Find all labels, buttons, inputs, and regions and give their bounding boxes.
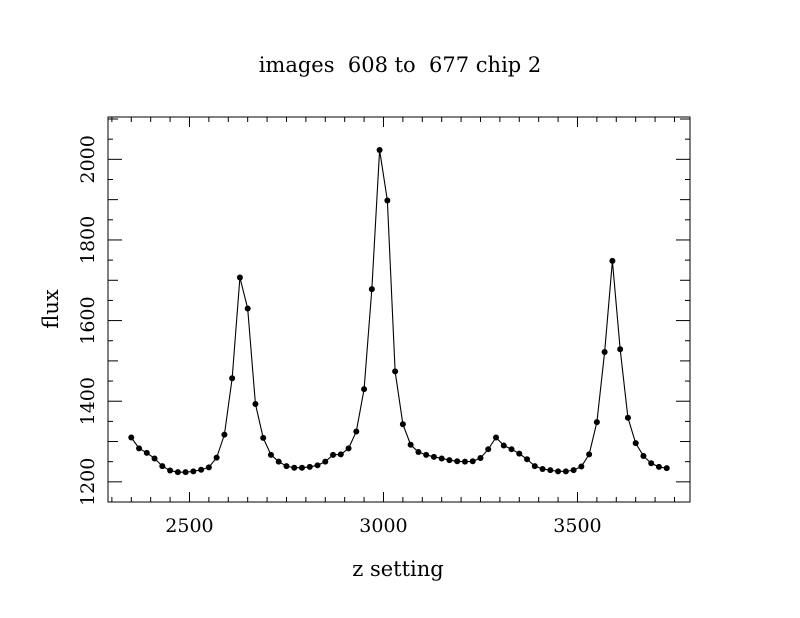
y-tick-label: 1600 xyxy=(77,296,99,344)
data-point xyxy=(174,469,181,476)
data-point xyxy=(322,458,329,465)
data-point xyxy=(655,463,662,470)
data-point xyxy=(500,442,507,449)
data-point xyxy=(361,386,368,393)
data-point xyxy=(167,467,174,474)
data-point xyxy=(485,446,492,453)
data-point xyxy=(430,453,437,460)
data-point xyxy=(213,454,220,461)
data-point xyxy=(454,458,461,465)
data-point xyxy=(570,467,577,474)
data-point xyxy=(299,464,305,471)
data-point xyxy=(624,414,631,421)
plot-frame xyxy=(107,116,691,503)
data-point xyxy=(345,445,352,452)
data-point xyxy=(539,465,546,472)
data-point xyxy=(198,466,205,473)
data-point xyxy=(601,349,608,356)
x-tick-label: 2500 xyxy=(165,515,213,537)
y-tick-label: 2000 xyxy=(77,135,99,183)
data-point xyxy=(151,455,158,462)
data-point xyxy=(586,451,593,458)
data-point xyxy=(128,434,135,441)
data-point xyxy=(136,445,143,452)
data-point xyxy=(182,469,189,476)
data-point xyxy=(330,451,337,458)
data-point xyxy=(314,462,321,469)
data-point xyxy=(229,375,236,382)
data-point xyxy=(283,463,290,470)
data-point xyxy=(415,449,422,456)
data-point xyxy=(267,451,274,458)
chart-title: images 608 to 677 chip 2 xyxy=(259,53,542,77)
data-point xyxy=(461,458,468,465)
data-point xyxy=(547,467,554,474)
series-line xyxy=(130,149,667,473)
data-point xyxy=(578,463,585,470)
y-tick-label: 1200 xyxy=(77,458,99,506)
data-point xyxy=(640,453,647,460)
data-point xyxy=(306,463,313,470)
data-point xyxy=(648,460,655,467)
data-point xyxy=(244,305,251,312)
data-point xyxy=(446,457,453,464)
data-point xyxy=(384,197,391,204)
data-point xyxy=(493,434,499,441)
data-point xyxy=(555,468,562,475)
data-point xyxy=(399,421,406,428)
data-point xyxy=(632,440,639,447)
y-tick-label: 1400 xyxy=(77,377,99,425)
y-tick-label: 1800 xyxy=(77,216,99,264)
data-point xyxy=(524,456,531,463)
y-axis-label: flux xyxy=(39,289,63,329)
tick-labels: 2500 3000 3500 1200 1400 1600 1800 2000 xyxy=(77,135,602,537)
data-point xyxy=(516,450,523,457)
data-point xyxy=(190,468,197,475)
data-point xyxy=(143,449,150,456)
tick-marks xyxy=(108,117,690,503)
data-point xyxy=(205,464,212,471)
data-point xyxy=(376,147,383,154)
data-point xyxy=(469,458,476,465)
data-point xyxy=(407,441,414,448)
data-point xyxy=(368,286,375,293)
data-point xyxy=(221,431,228,438)
data-point xyxy=(609,257,616,264)
data-point xyxy=(291,464,298,471)
data-point xyxy=(438,455,445,462)
x-tick-label: 3000 xyxy=(359,515,407,537)
data-point xyxy=(159,463,166,470)
data-point xyxy=(236,274,243,281)
data-point xyxy=(593,419,600,426)
data-point xyxy=(562,468,569,475)
data-point xyxy=(260,434,267,441)
axes xyxy=(107,116,691,503)
data-point xyxy=(617,346,624,353)
data-point xyxy=(508,446,515,453)
data-point xyxy=(252,401,259,408)
x-tick-label: 3500 xyxy=(553,515,601,537)
x-axis-label: z setting xyxy=(352,557,444,581)
data-point xyxy=(477,455,484,462)
data-point xyxy=(392,368,399,375)
data-point xyxy=(275,458,282,465)
data-series xyxy=(128,147,670,476)
data-point xyxy=(531,463,538,470)
data-point xyxy=(353,428,360,435)
data-point xyxy=(663,465,670,472)
data-point xyxy=(337,451,344,458)
data-point xyxy=(423,451,430,458)
